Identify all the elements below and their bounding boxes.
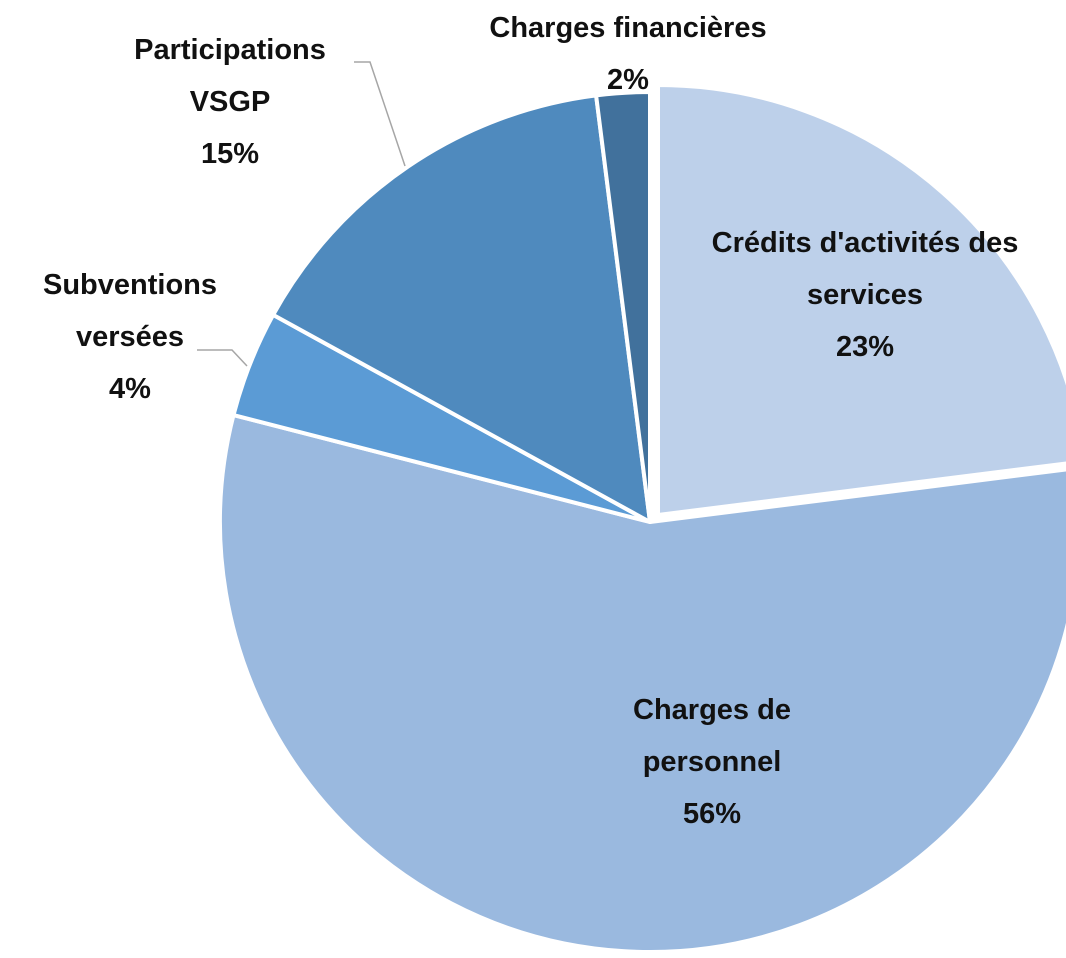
category-label: Charges financières [489,12,767,44]
category-label: Charges de personnel [633,694,791,778]
slice-label: Crédits d'activités des services 23% [695,217,1035,373]
value-label: 2% [607,64,649,96]
slice-label: Subventions versées 4% [10,259,250,415]
slice-label: Charges de personnel 56% [592,684,832,840]
slice-label: Charges financières 2% [428,2,828,106]
value-label: 15% [200,138,260,170]
value-label: 4% [109,373,151,405]
value-label: 56% [682,798,742,830]
pie-slice [656,83,1066,517]
category-label: Crédits d'activités des services [711,227,1019,311]
pie-slice [218,413,1066,954]
leader-line [354,61,406,167]
pie-slice [271,93,652,524]
value-label: 23% [835,331,895,363]
pie-slice [594,90,652,524]
category-label: Subventions versées [42,269,217,353]
category-label: Participations VSGP [134,34,326,118]
slice-label: Participations VSGP 15% [100,24,360,180]
leader-line [197,349,248,367]
